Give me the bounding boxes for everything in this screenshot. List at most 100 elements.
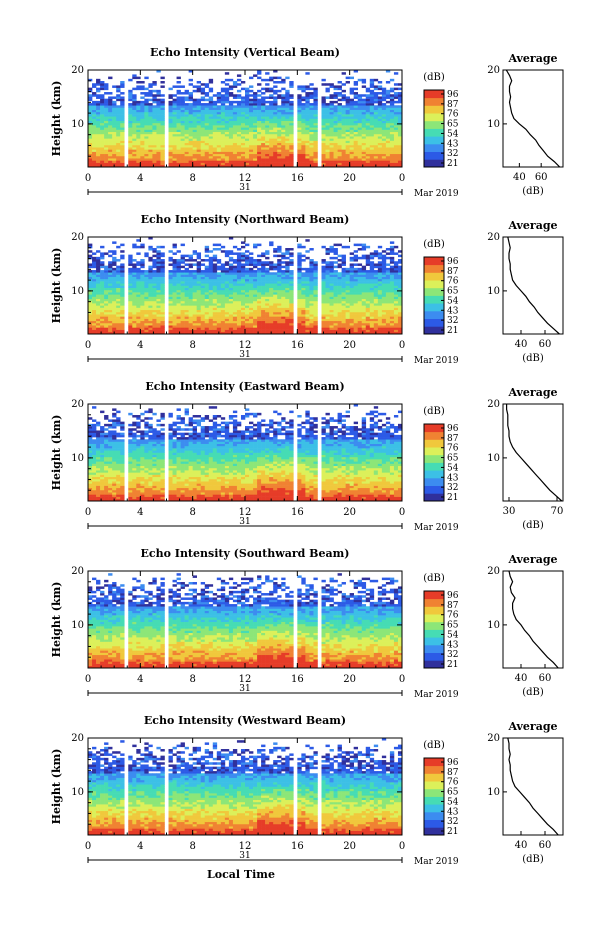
heatmap-cell [277, 267, 282, 271]
heatmap-cell [224, 309, 230, 313]
heatmap-cell [168, 305, 173, 308]
heatmap-cell [184, 142, 189, 146]
heatmap-cell [281, 140, 286, 144]
heatmap-cell [289, 120, 294, 124]
heatmap-cell [152, 131, 157, 135]
heatmap-cell [357, 144, 363, 148]
heatmap-cell [305, 98, 310, 102]
heatmap-cell [285, 327, 290, 330]
heatmap-cell [172, 103, 177, 106]
heatmap-cell [261, 311, 266, 315]
heatmap-cell [160, 311, 165, 315]
heatmap-cell [212, 111, 218, 115]
heatmap-cell [329, 138, 334, 141]
heatmap-cell [176, 109, 181, 113]
heatmap-cell [281, 292, 286, 295]
heatmap-cell [88, 325, 93, 328]
heatmap-cell [325, 322, 330, 326]
heatmap-cell [92, 261, 97, 264]
heatmap-cell [128, 158, 133, 161]
heatmap-cell [285, 263, 290, 266]
heatmap-cell [180, 311, 185, 315]
heatmap-cell [273, 122, 278, 126]
heatmap-cell [200, 164, 206, 168]
heatmap-cell [192, 329, 197, 333]
heatmap-cell [249, 283, 254, 286]
heatmap-cell [100, 109, 105, 113]
heatmap-cell [309, 327, 314, 330]
heatmap-cell [92, 114, 97, 117]
heatmap-cell [128, 285, 133, 288]
heatmap-cell [136, 144, 141, 148]
heatmap-cell [132, 118, 137, 121]
heatmap-cell [249, 142, 254, 146]
heatmap-cell [305, 267, 310, 271]
heatmap-cell [341, 320, 346, 324]
heatmap-cell [345, 307, 350, 311]
heatmap-cell [273, 105, 278, 108]
heatmap-cell [148, 270, 153, 273]
heatmap-cell [313, 98, 318, 102]
heatmap-cell [100, 111, 105, 115]
heatmap-cell [88, 316, 93, 319]
y-tick-label: 20 [71, 65, 84, 76]
heatmap-cell [144, 129, 149, 133]
heatmap-cell [116, 318, 121, 322]
heatmap-cell [212, 314, 218, 317]
heatmap-cell [88, 158, 93, 161]
heatmap-cell [148, 105, 153, 108]
heatmap-cell [345, 322, 350, 326]
heatmap-cell [305, 127, 310, 130]
heatmap-cell [196, 276, 202, 280]
heatmap-cell [116, 316, 121, 319]
heatmap-cell [128, 305, 133, 308]
heatmap-cell [132, 158, 137, 161]
heatmap-cell [216, 289, 222, 293]
day-label: 31 [239, 183, 250, 193]
heatmap-cell [132, 96, 137, 99]
heatmap-cell [176, 129, 181, 133]
heatmap-cell [148, 289, 153, 293]
heatmap-cell [257, 107, 262, 110]
heatmap-cell [353, 320, 359, 324]
heatmap-cell [285, 127, 290, 130]
heatmap-cell [108, 111, 113, 115]
heatmap-cell [172, 131, 177, 135]
heatmap-cell [236, 158, 242, 161]
heatmap-cell [172, 125, 177, 128]
heatmap-cell [385, 81, 391, 84]
heatmap-cell [232, 270, 238, 273]
heatmap-cell [313, 318, 318, 322]
heatmap-cell [261, 307, 266, 311]
heatmap-cell [140, 276, 145, 280]
heatmap-cell [285, 281, 290, 284]
heatmap-cell [345, 138, 350, 141]
heatmap-cell [333, 109, 338, 113]
heatmap-cell [96, 325, 101, 328]
heatmap-cell [232, 245, 238, 249]
heatmap-cell [245, 289, 250, 293]
heatmap-cell [361, 120, 367, 124]
heatmap-cell [88, 103, 93, 106]
heatmap-cell [120, 298, 125, 302]
heatmap-cell [365, 116, 371, 119]
heatmap-cell [188, 114, 193, 117]
heatmap-cell [261, 120, 266, 124]
heatmap-cell [261, 125, 266, 128]
heatmap-cell [204, 162, 210, 166]
heatmap-cell [216, 162, 222, 166]
heatmap-cell [357, 316, 363, 319]
heatmap-cell [341, 153, 346, 157]
heatmap-cell [100, 252, 105, 255]
heatmap-cell [313, 307, 318, 311]
heatmap-cell [204, 322, 210, 326]
heatmap-cell [168, 307, 173, 311]
heatmap-cell [281, 303, 286, 306]
heatmap-cell [108, 283, 113, 286]
heatmap-cell [313, 89, 318, 93]
heatmap-cell [281, 151, 286, 155]
heatmap-cell [204, 245, 210, 249]
heatmap-cell [200, 133, 206, 137]
heatmap-cell [297, 267, 302, 271]
heatmap-cell [196, 285, 202, 288]
